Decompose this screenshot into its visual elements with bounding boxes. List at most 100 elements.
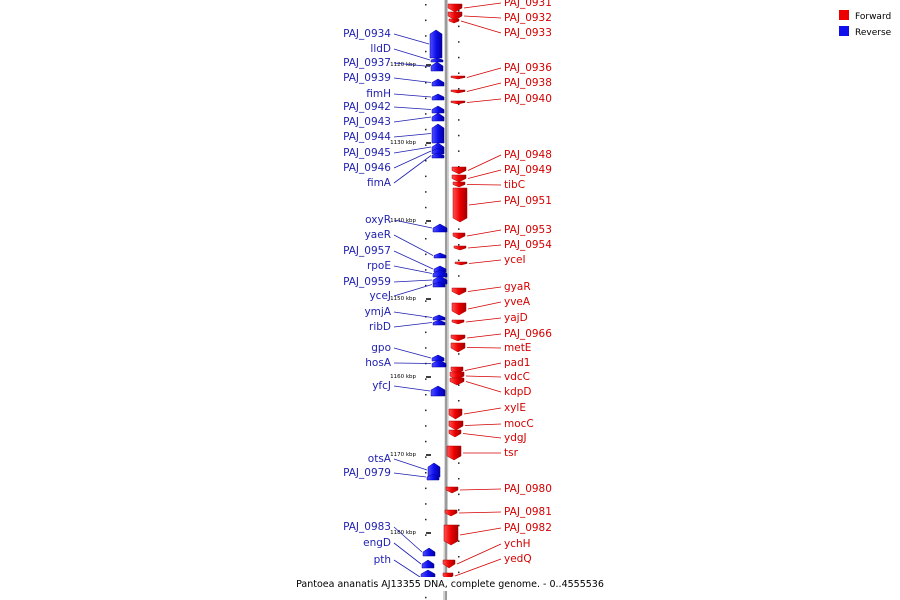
forward-gene-feature[interactable] bbox=[451, 287, 467, 296]
gene-ydgj[interactable]: ydgJ bbox=[448, 429, 527, 444]
forward-gene-feature[interactable] bbox=[446, 445, 462, 461]
reverse-gene-feature[interactable] bbox=[431, 78, 445, 87]
reverse-gene-feature[interactable] bbox=[431, 105, 445, 114]
reverse-gene-label[interactable]: PAJ_0945 bbox=[343, 147, 391, 159]
forward-gene-label[interactable]: PAJ_0953 bbox=[504, 224, 552, 236]
forward-gene-label[interactable]: gyaR bbox=[504, 281, 531, 293]
reverse-gene-label[interactable]: ribD bbox=[369, 321, 391, 333]
gene-paj-0936[interactable]: PAJ_0936 bbox=[450, 62, 552, 80]
gene-lldd[interactable]: lldD bbox=[370, 43, 444, 63]
gene-paj-0932[interactable]: PAJ_0932 bbox=[447, 11, 552, 24]
forward-gene-feature[interactable] bbox=[448, 429, 462, 438]
forward-gene-feature[interactable] bbox=[447, 11, 463, 21]
forward-gene-feature[interactable] bbox=[451, 166, 467, 175]
forward-gene-feature[interactable] bbox=[451, 174, 467, 183]
reverse-gene-label[interactable]: PAJ_0979 bbox=[343, 467, 391, 479]
forward-gene-label[interactable]: PAJ_0936 bbox=[504, 62, 552, 74]
forward-gene-feature[interactable] bbox=[453, 245, 467, 251]
reverse-gene-label[interactable]: rpoE bbox=[367, 260, 391, 272]
forward-gene-label[interactable]: metE bbox=[504, 342, 531, 354]
reverse-gene-label[interactable]: PAJ_0939 bbox=[343, 72, 391, 84]
reverse-gene-feature[interactable] bbox=[432, 223, 448, 233]
gene-paj-0931[interactable]: PAJ_0931 bbox=[447, 0, 552, 13]
reverse-gene-feature[interactable] bbox=[432, 281, 446, 288]
gene-paj-0946[interactable]: PAJ_0946 bbox=[343, 147, 445, 174]
forward-gene-label[interactable]: PAJ_0982 bbox=[504, 522, 552, 534]
reverse-gene-feature[interactable] bbox=[421, 559, 435, 569]
reverse-gene-label[interactable]: yaeR bbox=[365, 229, 391, 241]
gene-paj-0937[interactable]: PAJ_0937 bbox=[343, 57, 444, 72]
forward-gene-feature[interactable] bbox=[449, 377, 465, 386]
reverse-gene-feature[interactable] bbox=[431, 152, 445, 159]
gene-paj-0981[interactable]: PAJ_0981 bbox=[444, 506, 552, 518]
reverse-gene-label[interactable]: fimH bbox=[366, 88, 391, 100]
reverse-gene-feature[interactable] bbox=[431, 359, 447, 368]
reverse-gene-label[interactable]: PAJ_0983 bbox=[343, 521, 391, 533]
gene-paj-0943[interactable]: PAJ_0943 bbox=[343, 112, 445, 128]
reverse-gene-label[interactable]: hosA bbox=[365, 357, 392, 369]
gene-kdpd[interactable]: kdpD bbox=[449, 377, 532, 398]
forward-gene-label[interactable]: PAJ_0932 bbox=[504, 12, 552, 24]
gene-paj-0934[interactable]: PAJ_0934 bbox=[343, 28, 443, 59]
forward-gene-label[interactable]: xylE bbox=[504, 402, 526, 414]
forward-gene-feature[interactable] bbox=[452, 187, 468, 223]
forward-gene-feature[interactable] bbox=[452, 181, 466, 188]
reverse-gene-label[interactable]: fimA bbox=[367, 177, 392, 189]
gene-engd[interactable]: engD bbox=[363, 537, 435, 569]
reverse-gene-label[interactable]: yfcJ bbox=[372, 380, 391, 392]
forward-gene-feature[interactable] bbox=[452, 232, 466, 240]
gene-paj-0980[interactable]: PAJ_0980 bbox=[445, 483, 552, 495]
forward-gene-feature[interactable] bbox=[451, 302, 467, 316]
gene-tibc[interactable]: tibC bbox=[452, 179, 525, 191]
reverse-gene-label[interactable]: oxyR bbox=[365, 214, 391, 226]
reverse-gene-feature[interactable] bbox=[430, 57, 444, 63]
forward-gene-label[interactable]: PAJ_0966 bbox=[504, 328, 552, 340]
reverse-gene-label[interactable]: PAJ_0946 bbox=[343, 162, 391, 174]
reverse-gene-feature[interactable] bbox=[429, 29, 443, 59]
gene-gpo[interactable]: gpo bbox=[371, 342, 445, 362]
reverse-gene-feature[interactable] bbox=[431, 123, 445, 144]
gene-paj-0942[interactable]: PAJ_0942 bbox=[343, 101, 445, 114]
gene-paj-0957[interactable]: PAJ_0957 bbox=[343, 245, 447, 273]
gene-oxyr[interactable]: oxyR bbox=[365, 214, 448, 233]
gene-paj-0979[interactable]: PAJ_0979 bbox=[343, 467, 440, 481]
forward-gene-label[interactable]: pad1 bbox=[504, 357, 530, 369]
forward-gene-feature[interactable] bbox=[451, 319, 465, 325]
gene-ribd[interactable]: ribD bbox=[369, 319, 446, 333]
forward-gene-feature[interactable] bbox=[450, 342, 466, 353]
forward-gene-feature[interactable] bbox=[447, 3, 463, 13]
gene-yedq[interactable]: yedQ bbox=[442, 553, 532, 580]
reverse-gene-label[interactable]: pth bbox=[374, 554, 391, 566]
forward-gene-feature[interactable] bbox=[444, 509, 458, 517]
reverse-gene-label[interactable]: PAJ_0943 bbox=[343, 116, 391, 128]
gene-paj-0954[interactable]: PAJ_0954 bbox=[453, 239, 552, 251]
gene-xyle[interactable]: xylE bbox=[448, 402, 526, 420]
forward-gene-feature[interactable] bbox=[450, 334, 466, 342]
gene-paj-0948[interactable]: PAJ_0948 bbox=[451, 149, 552, 175]
reverse-gene-feature[interactable] bbox=[431, 93, 445, 101]
gene-paj-0959[interactable]: PAJ_0959 bbox=[343, 275, 448, 288]
reverse-gene-label[interactable]: PAJ_0957 bbox=[343, 245, 391, 257]
reverse-gene-label[interactable]: PAJ_0944 bbox=[343, 131, 391, 143]
forward-gene-label[interactable]: kdpD bbox=[504, 386, 532, 398]
reverse-gene-feature[interactable] bbox=[422, 547, 436, 557]
gene-rpoe[interactable]: rpoE bbox=[367, 260, 448, 278]
gene-pad1[interactable]: pad1 bbox=[450, 357, 530, 375]
forward-gene-label[interactable]: yedQ bbox=[504, 553, 532, 565]
reverse-gene-label[interactable]: yceJ bbox=[369, 290, 391, 302]
gene-paj-0940[interactable]: PAJ_0940 bbox=[450, 93, 552, 105]
gene-paj-0982[interactable]: PAJ_0982 bbox=[443, 522, 552, 546]
gene-tsr[interactable]: tsr bbox=[446, 445, 519, 461]
forward-gene-label[interactable]: yajD bbox=[504, 312, 528, 324]
gene-paj-0933[interactable]: PAJ_0933 bbox=[448, 18, 552, 39]
reverse-gene-label[interactable]: lldD bbox=[370, 43, 391, 55]
gene-hosa[interactable]: hosA bbox=[365, 357, 447, 369]
reverse-gene-label[interactable]: ymjA bbox=[364, 306, 391, 318]
forward-gene-label[interactable]: PAJ_0938 bbox=[504, 77, 552, 89]
forward-gene-label[interactable]: tsr bbox=[504, 447, 519, 459]
forward-gene-feature[interactable] bbox=[448, 408, 463, 420]
forward-gene-label[interactable]: ydgJ bbox=[504, 432, 527, 444]
forward-gene-feature[interactable] bbox=[454, 261, 468, 266]
forward-gene-label[interactable]: PAJ_0954 bbox=[504, 239, 552, 251]
gene-mete[interactable]: metE bbox=[450, 342, 531, 354]
